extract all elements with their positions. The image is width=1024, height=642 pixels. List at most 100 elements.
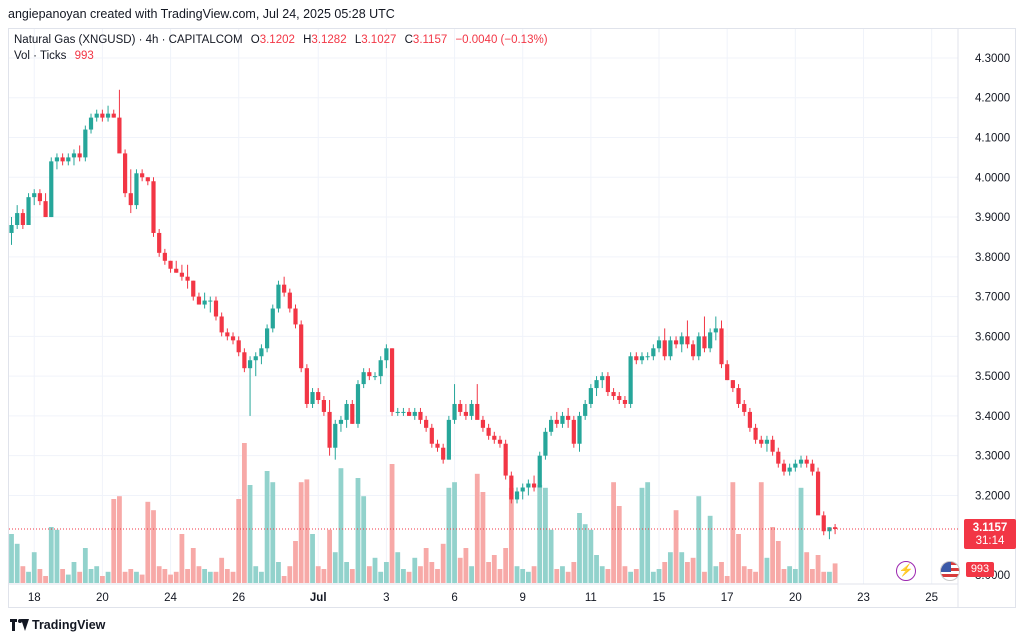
volume-bar	[196, 566, 202, 583]
legend-symbol[interactable]: Natural Gas (XNGUSD) · 4h · CAPITALCOM	[14, 34, 243, 46]
volume-bar	[418, 566, 423, 583]
volume-bar	[54, 529, 60, 583]
footer-brand-text: TradingView	[32, 618, 106, 632]
candle-body	[605, 376, 610, 393]
candle-body	[247, 360, 253, 369]
volume-bar	[747, 569, 753, 583]
candle-body	[418, 411, 423, 420]
candle-body	[66, 157, 71, 162]
legend-low-value: 3.1027	[361, 34, 397, 46]
volume-indicator-label[interactable]: Vol · Ticks	[14, 50, 67, 62]
volume-bar	[571, 562, 577, 583]
volume-bar	[685, 562, 690, 583]
volume-bar	[429, 562, 435, 583]
volume-bar	[730, 482, 736, 583]
candle-body	[100, 113, 105, 118]
volume-bar	[497, 569, 503, 583]
candle-body	[304, 368, 309, 404]
volume-bar	[469, 566, 474, 583]
volume-bar	[247, 485, 253, 583]
volume-bar	[270, 482, 276, 583]
volume-bar	[753, 571, 758, 583]
lightning-bolt-icon[interactable]: ⚡	[896, 561, 916, 581]
candle-body	[713, 328, 718, 333]
volume-bar	[151, 510, 156, 583]
candle-body	[458, 403, 463, 412]
legend-open-label: O	[250, 34, 260, 46]
volume-bar	[503, 548, 509, 583]
volume-bar	[156, 566, 162, 583]
volume-bar	[457, 557, 463, 583]
volume-bar	[639, 487, 645, 583]
volume-bar	[401, 569, 406, 583]
volume-bar	[26, 571, 31, 583]
volume-bar	[207, 571, 213, 583]
candle-body	[350, 403, 355, 424]
candle-body	[168, 260, 173, 269]
volume-bar	[463, 548, 469, 583]
volume-bar	[520, 569, 526, 583]
candle-body	[213, 300, 219, 317]
us-flag-icon[interactable]	[940, 561, 960, 581]
x-tick-label: 20	[789, 592, 802, 604]
x-tick-label: 15	[653, 592, 666, 604]
volume-bar	[179, 534, 185, 583]
candle-body	[719, 328, 724, 365]
volume-bar	[315, 566, 321, 583]
volume-bar	[560, 566, 565, 583]
chart-frame[interactable]	[8, 28, 1016, 608]
volume-bar	[531, 566, 537, 583]
candle-body	[117, 117, 122, 154]
legend-close-value: 3.1157	[412, 34, 448, 46]
legend-high-label: H	[303, 34, 312, 46]
candle-body	[15, 213, 20, 225]
bar-countdown: 31:14	[975, 535, 1005, 547]
candle-body	[32, 193, 37, 198]
volume-bar	[798, 487, 804, 583]
candle-body	[793, 463, 798, 468]
candle-body	[798, 459, 804, 464]
volume-bar	[77, 571, 83, 583]
x-tick-label: 18	[28, 592, 41, 604]
volume-bar	[111, 499, 117, 583]
candle-body	[833, 527, 838, 529]
volume-bar	[65, 574, 71, 583]
y-tick-label: 3.7000	[975, 292, 1010, 304]
volume-bar	[9, 534, 14, 583]
candle-body	[20, 213, 25, 225]
candle-body	[759, 439, 764, 444]
volume-bar	[628, 571, 634, 583]
candle-body	[174, 268, 179, 273]
volume-bar	[230, 571, 236, 583]
candle-body	[71, 153, 77, 158]
candle-body	[679, 336, 684, 345]
candle-body	[111, 113, 116, 118]
volume-bar	[88, 569, 94, 583]
candle-body	[725, 364, 730, 381]
volume-bar	[543, 487, 548, 583]
volume-bar	[486, 562, 492, 583]
volume-bar	[190, 548, 196, 583]
candle-body	[355, 384, 361, 424]
volume-bar	[338, 468, 344, 583]
candle-body	[88, 117, 94, 130]
volume-bar	[349, 569, 355, 583]
candle-body	[600, 376, 605, 381]
candle-body	[259, 348, 264, 357]
volume-bar	[94, 566, 100, 583]
candle-body	[134, 173, 139, 206]
candle-body	[429, 427, 434, 444]
candle-body	[83, 129, 88, 158]
volume-bar	[702, 571, 707, 583]
candle-body	[407, 411, 412, 416]
candle-body	[509, 475, 514, 500]
candle-body	[208, 300, 213, 302]
volume-bar	[440, 543, 446, 583]
candle-body	[282, 284, 287, 293]
candle-body	[475, 403, 480, 420]
volume-bar	[764, 557, 770, 583]
candle-body	[736, 388, 741, 404]
candle-body	[333, 423, 338, 448]
y-tick-label: 4.3000	[975, 53, 1010, 65]
